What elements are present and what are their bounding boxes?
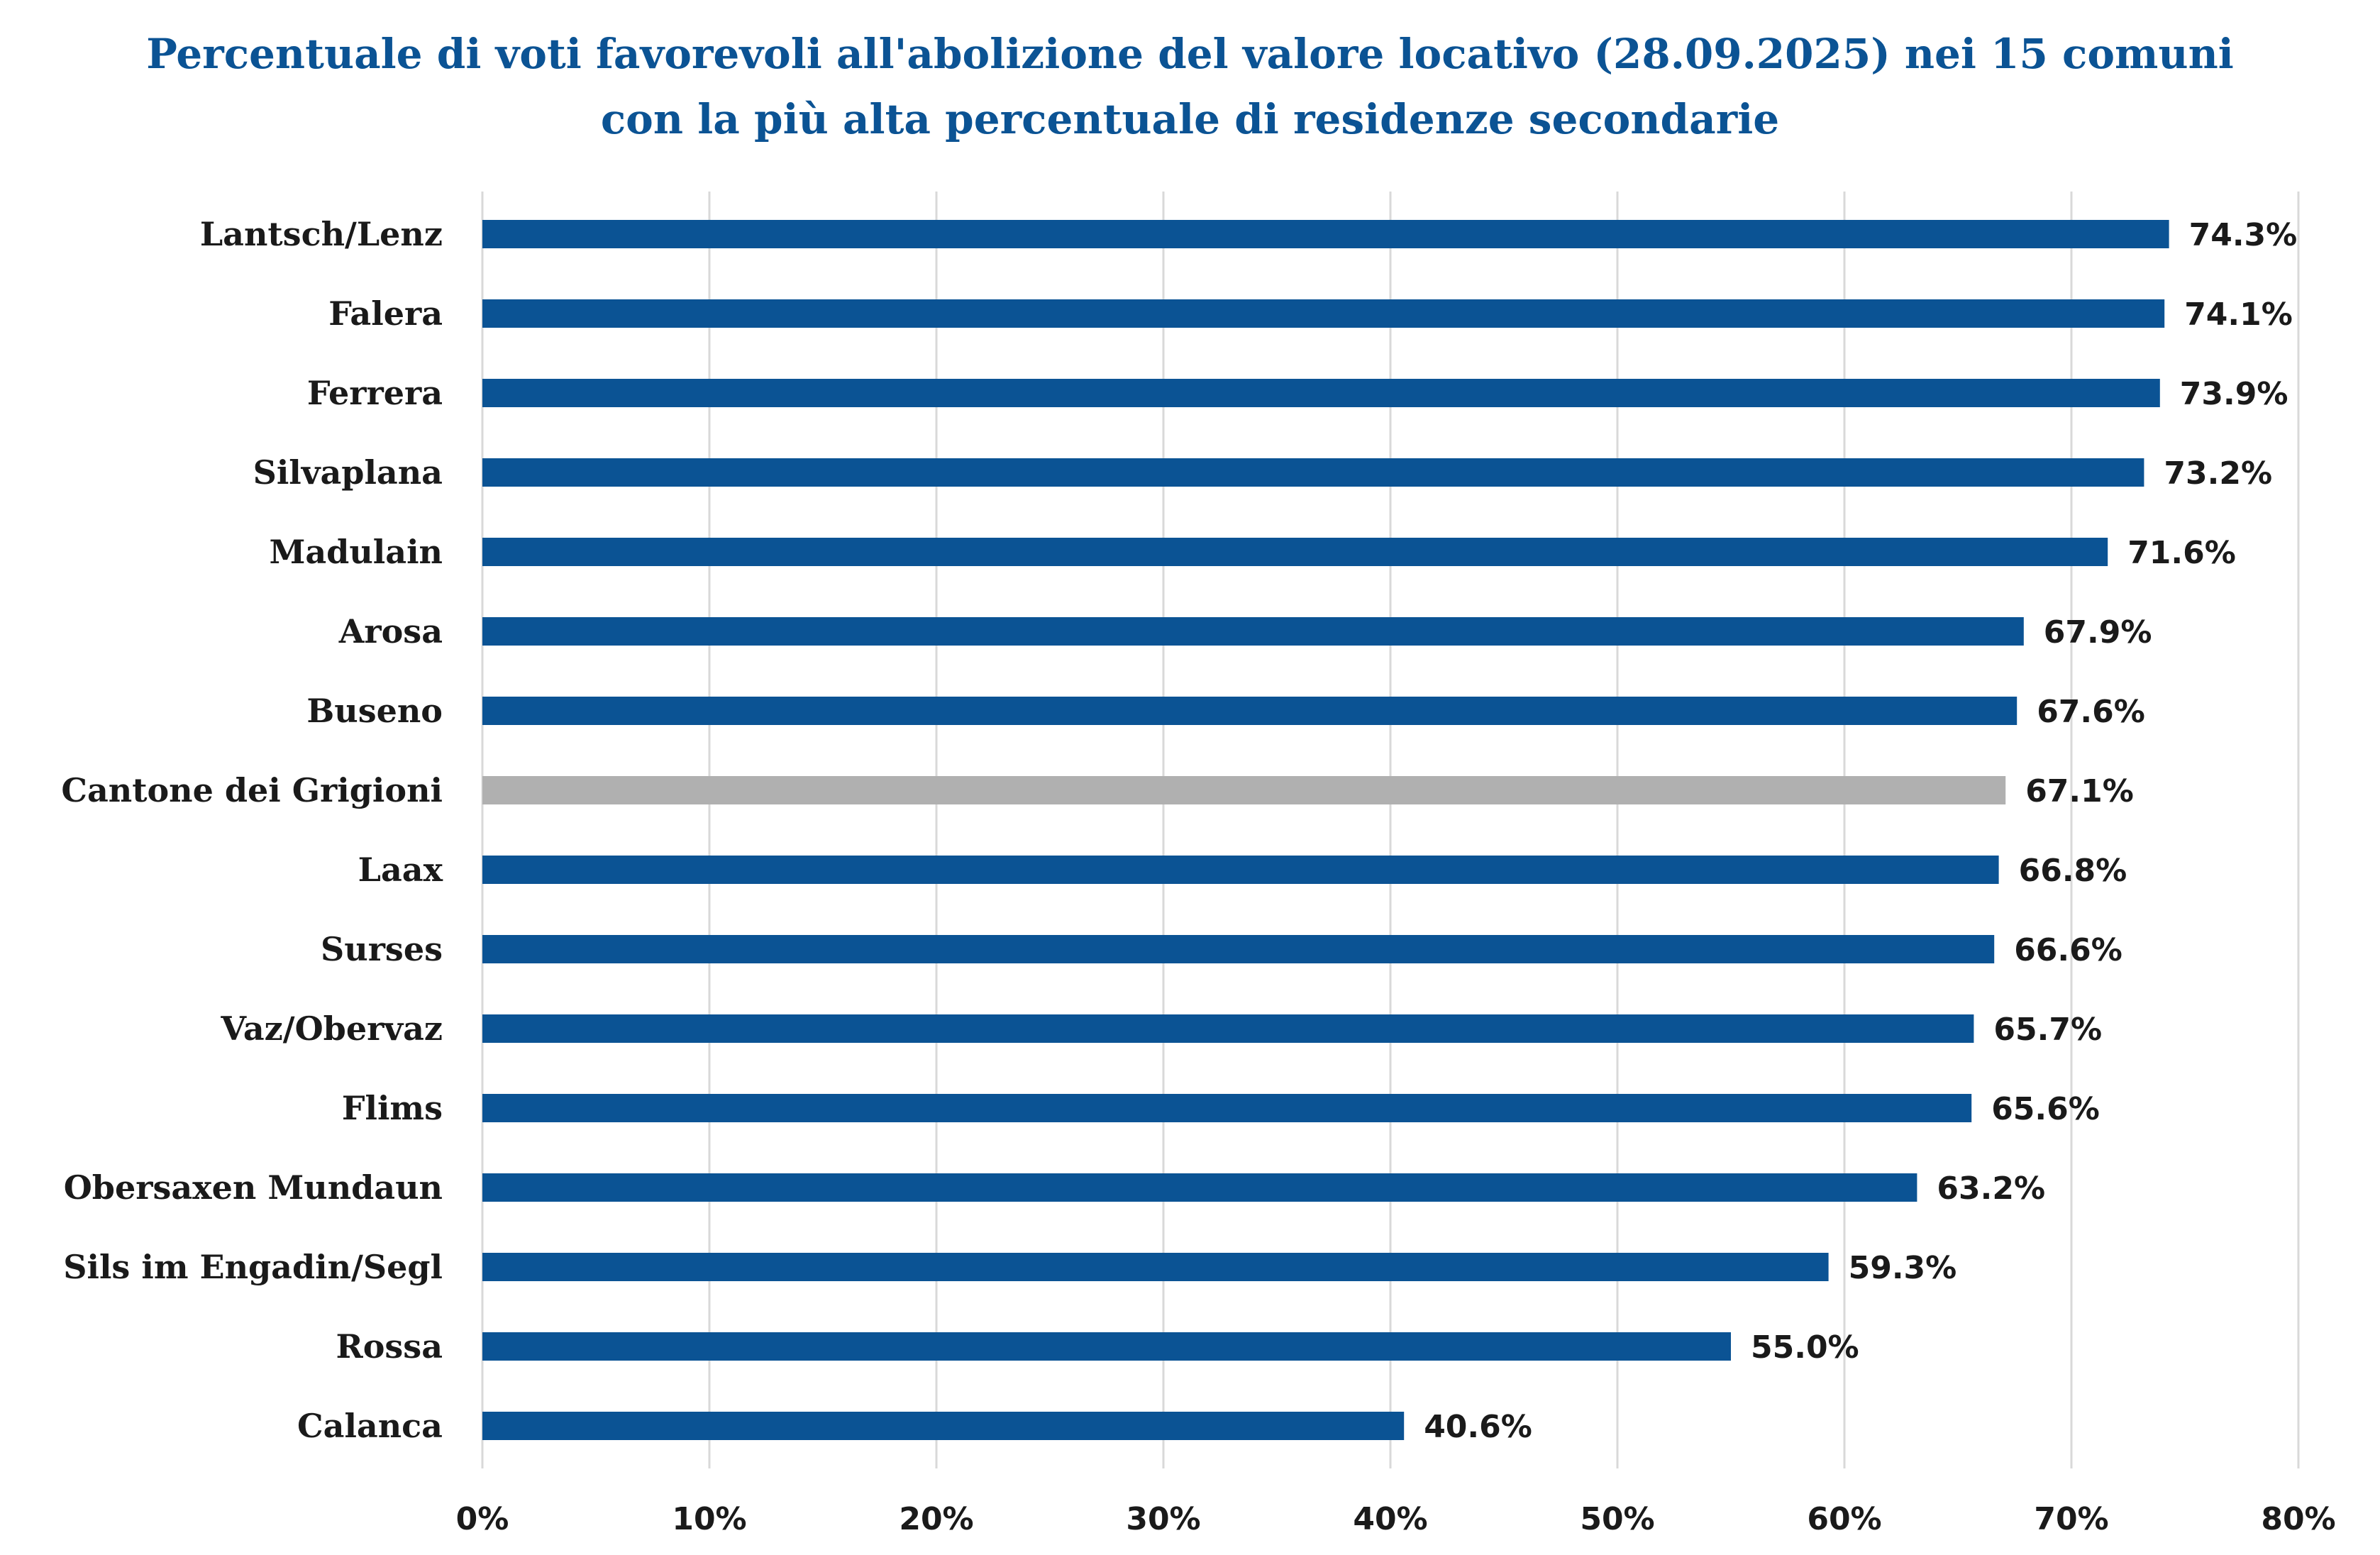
category-label: Cantone dei Grigioni	[61, 771, 443, 809]
category-label: Obersaxen Mundaun	[64, 1168, 443, 1207]
value-label: 65.7%	[1993, 1012, 2102, 1048]
category-label: Ferrera	[307, 374, 443, 412]
category-label: Silvaplana	[253, 453, 443, 492]
value-label: 73.2%	[2164, 455, 2272, 492]
value-label: 65.6%	[1991, 1091, 2100, 1127]
chart-title-line-1: Percentuale di voti favorevoli all'aboli…	[146, 30, 2234, 78]
x-tick-label: 70%	[2034, 1501, 2108, 1537]
category-label: Laax	[358, 851, 443, 889]
category-label: Buseno	[306, 692, 443, 730]
bar	[482, 1094, 1972, 1122]
value-label: 67.6%	[2037, 694, 2145, 730]
x-tick-label: 80%	[2261, 1501, 2335, 1537]
bar	[482, 458, 2144, 487]
x-tick-label: 50%	[1580, 1501, 1654, 1537]
bar	[482, 935, 1995, 963]
category-label: Vaz/Obervaz	[220, 1009, 443, 1048]
labels: 0% 10% 20% 30% 40% 50% 60% 70% 80% Lantsch/Lenz 74…	[61, 215, 2335, 1537]
value-label: 40.6%	[1424, 1409, 1532, 1445]
category-label: Calanca	[297, 1407, 443, 1445]
category-label: Madulain	[269, 533, 443, 571]
bars	[482, 220, 2169, 1440]
category-label: Rossa	[336, 1327, 443, 1366]
value-label: 63.2%	[1937, 1171, 2045, 1207]
category-label: Flims	[342, 1089, 443, 1127]
chart-title-line-2: con la più alta percentuale di residenze…	[600, 95, 1780, 143]
value-label: 67.1%	[2025, 773, 2134, 809]
bar	[482, 776, 2006, 804]
x-tick-label: 40%	[1353, 1501, 1427, 1537]
value-label: 59.3%	[1849, 1250, 1957, 1286]
bar	[482, 1332, 1731, 1361]
bar	[482, 379, 2160, 407]
x-tick-label: 10%	[672, 1501, 746, 1537]
x-tick-label: 0%	[456, 1501, 509, 1537]
value-label: 66.6%	[2014, 932, 2122, 968]
x-tick-label: 20%	[899, 1501, 973, 1537]
category-label: Arosa	[338, 612, 443, 651]
value-label: 67.9%	[2044, 614, 2152, 651]
value-label: 55.0%	[1751, 1329, 1859, 1366]
category-label: Sils im Engadin/Segl	[63, 1248, 443, 1286]
value-label: 66.8%	[2019, 853, 2127, 889]
bar	[482, 856, 1999, 884]
bar	[482, 697, 2018, 725]
value-label: 71.6%	[2127, 535, 2236, 571]
chart-title: Percentuale di voti favorevoli all'aboli…	[0, 21, 2380, 152]
value-label: 73.9%	[2180, 376, 2288, 412]
bar	[482, 220, 2169, 248]
bar	[482, 1014, 1974, 1043]
x-tick-label: 30%	[1126, 1501, 1200, 1537]
bar	[482, 1412, 1405, 1440]
bar	[482, 1173, 1917, 1202]
category-label: Surses	[321, 930, 443, 968]
bar	[482, 617, 2024, 646]
x-tick-label: 60%	[1807, 1501, 1881, 1537]
bar	[482, 538, 2108, 566]
value-label: 74.1%	[2184, 297, 2293, 333]
category-label: Lantsch/Lenz	[200, 215, 443, 253]
value-label: 74.3%	[2189, 217, 2298, 253]
bar	[482, 299, 2165, 328]
bar	[482, 1253, 1829, 1281]
category-label: Falera	[328, 294, 443, 333]
